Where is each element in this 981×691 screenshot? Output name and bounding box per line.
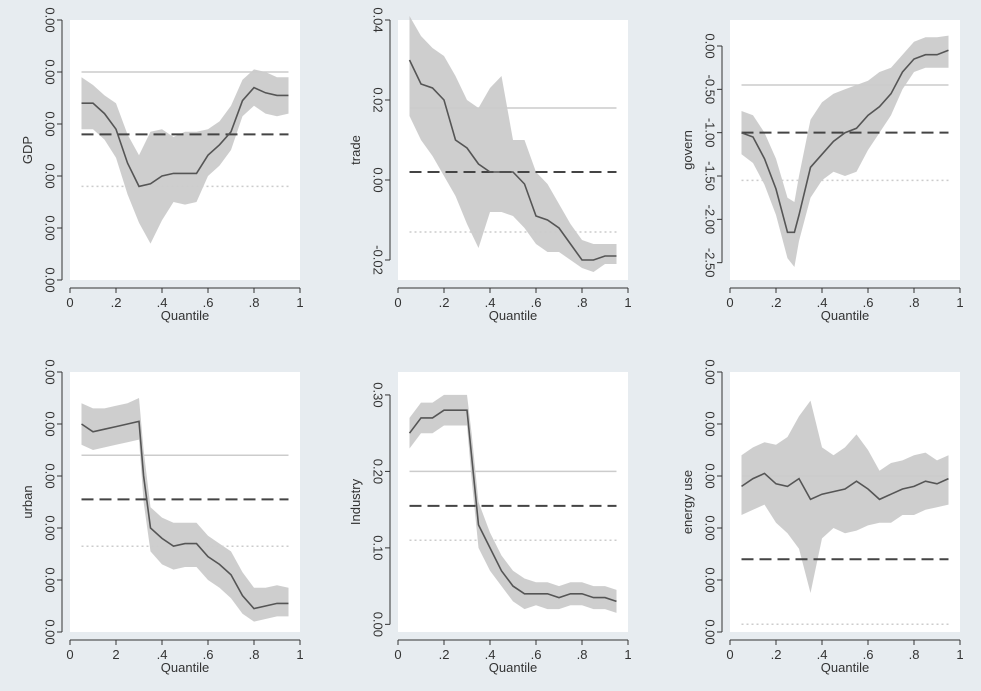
y-tick-label: -2.00 bbox=[703, 205, 718, 235]
confidence-band bbox=[409, 16, 617, 272]
x-tick-label: 2 bbox=[112, 647, 119, 662]
y-tick-label: 0.00 bbox=[43, 111, 58, 136]
y-tick-label: 0.00 bbox=[43, 567, 58, 592]
y-tick-label: 0.00 bbox=[371, 167, 386, 192]
x-tick-label: 1 bbox=[956, 647, 963, 662]
x-tick-label: .8 bbox=[577, 295, 588, 310]
x-axis-title: Quantile bbox=[821, 308, 869, 323]
x-tick-label: .6 bbox=[203, 295, 214, 310]
x-tick-label: 0 bbox=[726, 647, 733, 662]
x-tick-label: .6 bbox=[863, 647, 874, 662]
x-axis-title: Quantile bbox=[161, 660, 209, 675]
x-tick-label: 0 bbox=[394, 295, 401, 310]
x-tick-label: .8 bbox=[249, 295, 260, 310]
x-tick-label: .2 bbox=[439, 647, 450, 662]
y-tick-label: 0.30 bbox=[371, 382, 386, 407]
y-tick-label: 0.02 bbox=[371, 87, 386, 112]
x-tick-label: 1 bbox=[624, 647, 631, 662]
y-tick-label: 0.00 bbox=[43, 59, 58, 84]
y-tick-label: 0.00 bbox=[703, 33, 718, 58]
x-tick-label: .6 bbox=[863, 295, 874, 310]
x-tick-label: 0 bbox=[726, 295, 733, 310]
chart-panel-3: -2.50 -2.00 -1.50 -1.00 -0.50 0.00 0 .2 .4 .6 .8 1 Q… bbox=[680, 20, 964, 323]
quantile-estimate-line bbox=[741, 49, 949, 234]
y-tick-label: 0.00 bbox=[43, 163, 58, 188]
y-tick-label: 0.00 bbox=[43, 359, 58, 384]
y-tick-label: 0.00 bbox=[43, 215, 58, 240]
y-tick-label: 0.10 bbox=[371, 535, 386, 560]
y-tick-label: -0.50 bbox=[703, 75, 718, 105]
quantile-estimate-line bbox=[408, 409, 617, 603]
confidence-band bbox=[81, 69, 289, 244]
y-tick-label: -0.02 bbox=[371, 245, 386, 275]
y-tick-label: 0.00 bbox=[703, 567, 718, 592]
y-axis-title: energy use bbox=[680, 470, 695, 534]
y-tick-label: 0.00 bbox=[43, 411, 58, 436]
x-tick-label: .2 bbox=[439, 295, 450, 310]
x-tick-label: .6 bbox=[531, 647, 542, 662]
x-tick-label: .8 bbox=[577, 647, 588, 662]
x-tick-label: .8 bbox=[909, 647, 920, 662]
x-tick-label: .6 bbox=[203, 647, 214, 662]
y-tick-label: 0.00 bbox=[703, 619, 718, 644]
quantile-estimate-line bbox=[81, 86, 289, 188]
chart-panel-2: -0.02 0.00 0.02 0.04 0 .2 .4 .6 .8 1 Quantile trade bbox=[348, 7, 632, 323]
y-axis-title: Industry bbox=[348, 478, 363, 525]
y-tick-label: 0.00 bbox=[703, 515, 718, 540]
confidence-band bbox=[741, 35, 949, 267]
x-tick-label: .8 bbox=[249, 647, 260, 662]
x-tick-label: 1 bbox=[624, 295, 631, 310]
y-tick-label: 0.00 bbox=[703, 411, 718, 436]
confidence-band bbox=[741, 400, 949, 593]
x-tick-label: .4 bbox=[485, 295, 496, 310]
x-tick-label: 1 bbox=[296, 647, 303, 662]
x-axis-title: Quantile bbox=[489, 660, 537, 675]
x-tick-label: .4 bbox=[485, 647, 496, 662]
y-tick-label: 0.00 bbox=[703, 463, 718, 488]
x-axis-title: Quantile bbox=[489, 308, 537, 323]
y-axis-title: GDP bbox=[20, 136, 35, 164]
y-tick-label: 0.00 bbox=[371, 612, 386, 637]
quantile-estimate-line bbox=[741, 472, 949, 501]
chart-panel-4: 0.00 0.00 0.00 0.00 0.00 0.00 0 2 .4 .6 .8 1 Quantil… bbox=[20, 359, 304, 675]
y-tick-label: 0.00 bbox=[43, 515, 58, 540]
y-axis-title: govern bbox=[680, 130, 695, 170]
x-tick-label: .2 bbox=[111, 295, 122, 310]
confidence-band bbox=[81, 398, 289, 622]
x-axis-title: Quantile bbox=[821, 660, 869, 675]
chart-panel-6: 0.00 0.00 0.00 0.00 0.00 0.00 0 .2 .4 .6 .8 1 Quanti… bbox=[680, 359, 964, 675]
x-tick-label: 0 bbox=[66, 647, 73, 662]
y-tick-label: -2.50 bbox=[703, 248, 718, 278]
x-tick-label: .6 bbox=[531, 295, 542, 310]
y-tick-label: 0.20 bbox=[371, 459, 386, 484]
y-axis-title: urban bbox=[20, 485, 35, 518]
confidence-band bbox=[409, 394, 617, 613]
x-tick-label: 0 bbox=[394, 647, 401, 662]
x-tick-label: 0 bbox=[66, 295, 73, 310]
quantile-estimate-line bbox=[408, 59, 617, 261]
y-tick-label: 0.00 bbox=[43, 619, 58, 644]
quantile-estimate-line bbox=[81, 420, 289, 610]
y-tick-label: 0.00 bbox=[43, 463, 58, 488]
y-tick-label: -1.00 bbox=[703, 118, 718, 148]
y-tick-label: 0.00 bbox=[703, 359, 718, 384]
x-tick-label: 1 bbox=[296, 295, 303, 310]
chart-panel-1: 0.00 0.00 0.00 0.00 0.00 0.00 0 .2 .4 .6 .8 1 Quanti… bbox=[20, 7, 304, 323]
y-tick-label: 0.00 bbox=[43, 7, 58, 32]
x-tick-label: .4 bbox=[817, 647, 828, 662]
y-tick-label: 0.00 bbox=[43, 267, 58, 292]
x-tick-label: 1 bbox=[956, 295, 963, 310]
x-tick-label: .4 bbox=[157, 647, 168, 662]
x-tick-label: .4 bbox=[157, 295, 168, 310]
y-tick-label: -1.50 bbox=[703, 161, 718, 191]
y-tick-label: 0.04 bbox=[371, 7, 386, 32]
x-axis-title: Quantile bbox=[161, 308, 209, 323]
chart-panel-5: 0.00 0.10 0.20 0.30 0 .2 .4 .6 .8 1 Quantile Indust… bbox=[348, 372, 632, 675]
x-tick-label: .2 bbox=[771, 295, 782, 310]
x-tick-label: .2 bbox=[771, 647, 782, 662]
x-tick-label: .4 bbox=[817, 295, 828, 310]
x-tick-label: .8 bbox=[909, 295, 920, 310]
y-axis-title: trade bbox=[348, 135, 363, 165]
